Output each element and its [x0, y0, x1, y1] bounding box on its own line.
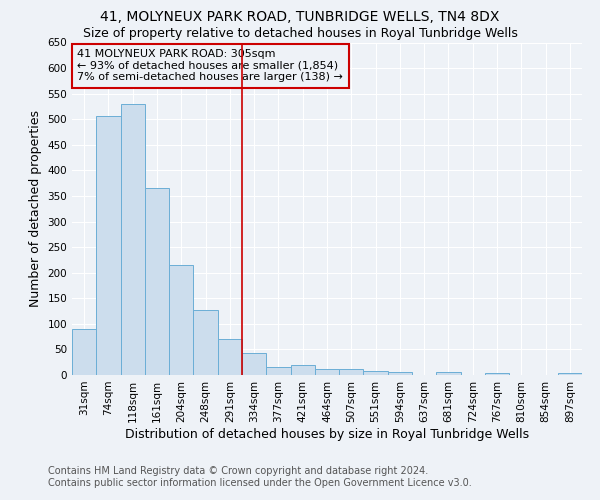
Text: 41, MOLYNEUX PARK ROAD, TUNBRIDGE WELLS, TN4 8DX: 41, MOLYNEUX PARK ROAD, TUNBRIDGE WELLS,…	[100, 10, 500, 24]
Bar	[315, 370, 339, 375]
Bar	[339, 370, 364, 375]
Bar	[72, 329, 96, 375]
Text: 41 MOLYNEUX PARK ROAD: 305sqm
← 93% of detached houses are smaller (1,854)
7% of: 41 MOLYNEUX PARK ROAD: 305sqm ← 93% of d…	[77, 49, 343, 82]
Bar	[96, 116, 121, 375]
Bar	[145, 188, 169, 375]
Bar	[364, 371, 388, 375]
Bar	[266, 367, 290, 375]
Bar	[485, 373, 509, 375]
Text: Size of property relative to detached houses in Royal Tunbridge Wells: Size of property relative to detached ho…	[83, 28, 517, 40]
Bar	[242, 353, 266, 375]
Bar	[388, 372, 412, 375]
Bar	[290, 366, 315, 375]
Bar	[436, 372, 461, 375]
Text: Contains HM Land Registry data © Crown copyright and database right 2024.
Contai: Contains HM Land Registry data © Crown c…	[48, 466, 472, 487]
Bar	[193, 310, 218, 375]
X-axis label: Distribution of detached houses by size in Royal Tunbridge Wells: Distribution of detached houses by size …	[125, 428, 529, 440]
Bar	[121, 104, 145, 375]
Y-axis label: Number of detached properties: Number of detached properties	[29, 110, 42, 307]
Bar	[169, 265, 193, 375]
Bar	[558, 373, 582, 375]
Bar	[218, 339, 242, 375]
